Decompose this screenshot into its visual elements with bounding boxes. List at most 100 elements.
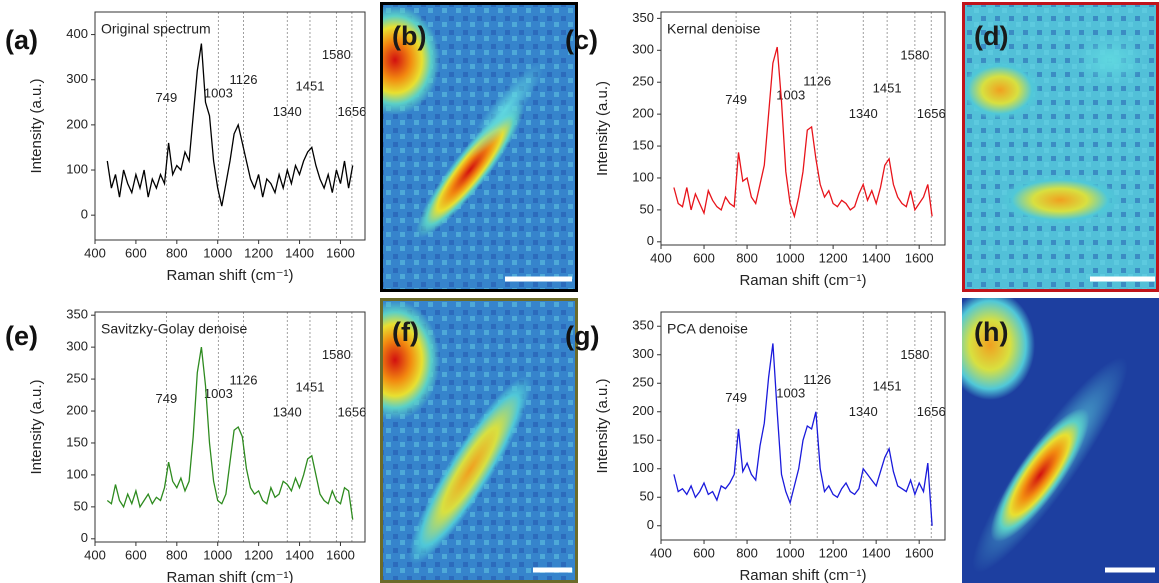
- y-tick-label: 300: [66, 339, 88, 354]
- x-tick-label: 1400: [862, 250, 891, 265]
- y-tick-label: 250: [66, 371, 88, 386]
- peak-label: 1656: [917, 404, 946, 419]
- heatmap-d: [962, 2, 1159, 292]
- y-tick-label: 50: [640, 489, 654, 504]
- peak-label: 1003: [776, 87, 805, 102]
- peak-label: 1003: [204, 86, 233, 101]
- y-axis-label: Intensity (a.u.): [28, 379, 45, 474]
- y-tick-label: 0: [81, 207, 88, 222]
- image-border: [962, 2, 1159, 292]
- x-tick-label: 1000: [776, 250, 805, 265]
- heatmap-f: [380, 298, 578, 583]
- image-border: [380, 298, 578, 583]
- image-border: [380, 2, 578, 292]
- x-tick-label: 1000: [203, 245, 232, 260]
- x-axis-label: Raman shift (cm⁻¹): [166, 569, 293, 583]
- y-tick-label: 200: [632, 106, 654, 121]
- x-axis-label: Raman shift (cm⁻¹): [166, 267, 293, 284]
- heatmap-h: [962, 298, 1159, 583]
- y-tick-label: 150: [632, 432, 654, 447]
- peak-label: 1580: [900, 347, 929, 362]
- y-tick-label: 100: [66, 161, 88, 176]
- y-tick-label: 100: [632, 460, 654, 475]
- peak-label: 1003: [776, 386, 805, 401]
- peak-label: 1126: [803, 73, 831, 88]
- peak-label: 1126: [230, 72, 258, 87]
- y-tick-label: 350: [66, 307, 88, 322]
- x-tick-label: 1200: [244, 547, 273, 562]
- y-tick-label: 0: [647, 517, 654, 532]
- spectrum-line: [673, 46, 933, 219]
- y-tick-label: 300: [632, 42, 654, 57]
- plot-frame: [660, 11, 946, 246]
- x-tick-label: 1400: [285, 547, 314, 562]
- x-tick-label: 400: [650, 250, 672, 265]
- spectrum-line: [673, 343, 933, 526]
- x-axis-label: Raman shift (cm⁻¹): [739, 567, 866, 583]
- x-tick-label: 1600: [905, 250, 934, 265]
- plot-frame: [94, 11, 366, 241]
- peak-label: 1451: [296, 79, 325, 94]
- y-tick-label: 200: [66, 402, 88, 417]
- y-tick-label: 350: [632, 318, 654, 333]
- panel-label: (g): [565, 321, 599, 351]
- x-tick-label: 1000: [776, 545, 805, 560]
- panel-label: (e): [5, 321, 38, 351]
- peak-label: 1580: [900, 48, 929, 63]
- y-tick-label: 50: [640, 201, 654, 216]
- peak-label: 1340: [849, 106, 878, 121]
- x-tick-label: 800: [166, 245, 188, 260]
- peak-label: 749: [725, 390, 747, 405]
- y-tick-label: 0: [81, 530, 88, 545]
- x-tick-label: 1600: [326, 547, 355, 562]
- peak-label: 1451: [296, 379, 325, 394]
- x-tick-label: 1400: [862, 545, 891, 560]
- peak-label: 1580: [322, 347, 351, 362]
- peak-label: 1003: [204, 386, 233, 401]
- x-tick-label: 1600: [905, 545, 934, 560]
- x-tick-label: 1200: [819, 545, 848, 560]
- y-tick-label: 300: [66, 71, 88, 86]
- chart-title: Savitzky-Golay denoise: [101, 321, 248, 337]
- y-tick-label: 200: [66, 116, 88, 131]
- x-tick-label: 400: [84, 547, 106, 562]
- x-tick-label: 1600: [326, 245, 355, 260]
- y-tick-label: 300: [632, 346, 654, 361]
- x-tick-label: 800: [736, 250, 758, 265]
- peak-label: 1656: [337, 405, 366, 420]
- x-tick-label: 400: [650, 545, 672, 560]
- peak-label: 1126: [803, 372, 831, 387]
- y-tick-label: 100: [66, 466, 88, 481]
- x-tick-label: 1000: [203, 547, 232, 562]
- peak-label: 1656: [337, 104, 366, 119]
- image-label: (h): [974, 317, 1008, 347]
- plot-frame: [94, 311, 366, 543]
- panel-label: (c): [565, 25, 598, 55]
- x-tick-label: 600: [693, 545, 715, 560]
- plot-frame: [660, 311, 946, 541]
- peak-label: 749: [725, 92, 747, 107]
- y-tick-label: 400: [66, 26, 88, 41]
- y-tick-label: 100: [632, 169, 654, 184]
- peak-label: 1451: [873, 80, 902, 95]
- y-tick-label: 350: [632, 10, 654, 25]
- peak-label: 1340: [849, 404, 878, 419]
- y-axis-label: Intensity (a.u.): [28, 78, 45, 173]
- y-tick-label: 250: [632, 74, 654, 89]
- x-tick-label: 1400: [285, 245, 314, 260]
- x-tick-label: 1200: [819, 250, 848, 265]
- x-axis-label: Raman shift (cm⁻¹): [739, 272, 866, 289]
- peak-label: 749: [156, 391, 178, 406]
- peak-label: 1126: [230, 372, 258, 387]
- spectrum-line: [106, 346, 354, 520]
- panel-label: (a): [5, 25, 38, 55]
- peak-label: 1340: [273, 405, 302, 420]
- y-tick-label: 0: [647, 233, 654, 248]
- x-tick-label: 800: [166, 547, 188, 562]
- image-label: (d): [974, 21, 1008, 51]
- y-tick-label: 50: [74, 498, 88, 513]
- x-tick-label: 600: [125, 245, 147, 260]
- y-tick-label: 250: [632, 375, 654, 390]
- chart-title: Original spectrum: [101, 21, 211, 37]
